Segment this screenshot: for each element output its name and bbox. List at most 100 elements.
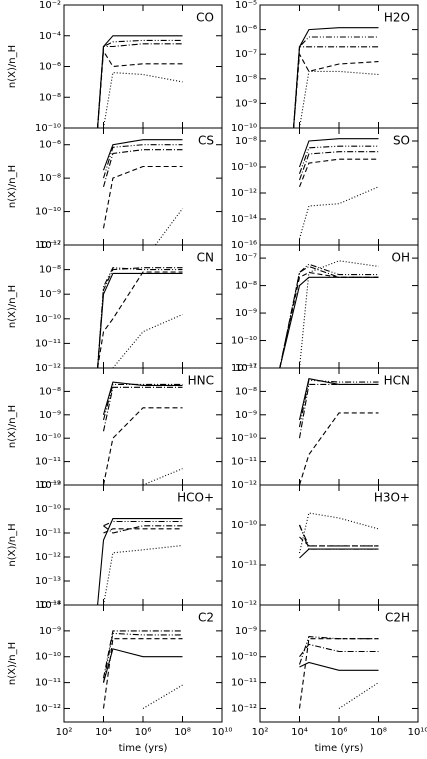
- series-line: [103, 520, 183, 527]
- y-tick-label: 10⁻⁹: [235, 626, 257, 637]
- y-tick-label: 10⁻¹⁰: [35, 123, 61, 134]
- y-tick-label: 10⁻⁸: [235, 136, 257, 147]
- panel-title: HCO+: [177, 491, 214, 505]
- y-tick-label: 10⁻¹²: [231, 703, 257, 714]
- series-line: [97, 49, 183, 128]
- y-tick-label: 10⁻⁹: [235, 410, 257, 421]
- series-line: [102, 638, 183, 709]
- y-axis-label: n(X)/n_H: [7, 523, 18, 566]
- series-line: [102, 407, 183, 485]
- series-line: [279, 271, 379, 368]
- y-tick-label: 10⁻¹⁴: [231, 214, 257, 225]
- series-line: [298, 524, 379, 550]
- series-line: [298, 70, 379, 128]
- x-tick-label: 10¹⁰: [212, 727, 233, 738]
- x-tick-label: 10⁸: [370, 727, 387, 738]
- y-tick-label: 10⁻⁹: [39, 289, 61, 300]
- y-tick-label: 10⁻⁹: [39, 480, 61, 491]
- series-line: [298, 512, 379, 554]
- panel-title: CO: [196, 11, 214, 25]
- series-line: [102, 632, 183, 683]
- x-tick-label: 10⁶: [135, 727, 152, 738]
- series-line: [102, 144, 183, 179]
- y-tick-label: 10⁻¹²: [231, 188, 257, 199]
- series-line: [97, 271, 183, 368]
- y-tick-label: 10⁻⁸: [235, 386, 257, 397]
- series-line: [293, 52, 379, 128]
- y-tick-label: 10⁻¹²: [231, 480, 257, 491]
- series-line: [102, 648, 183, 683]
- series-line: [102, 630, 183, 679]
- series-line: [298, 412, 379, 485]
- y-tick-label: 10⁻¹⁰: [231, 162, 257, 173]
- series-line: [279, 263, 379, 368]
- series-line: [279, 276, 379, 368]
- y-tick-label: 10⁻¹¹: [231, 457, 257, 468]
- y-tick-label: 10⁻¹⁰: [231, 336, 257, 347]
- series-line: [298, 145, 379, 174]
- y-tick-label: 10⁻⁹: [39, 410, 61, 421]
- series-line: [298, 138, 379, 168]
- series-line: [293, 46, 379, 128]
- y-tick-label: 10⁻¹¹: [231, 678, 257, 689]
- y-tick-label: 10⁻⁵: [235, 0, 257, 11]
- x-tick-label: 10²: [56, 727, 73, 738]
- y-tick-label: 10⁻¹¹: [231, 560, 257, 571]
- panel-title: H3O+: [374, 491, 410, 505]
- y-tick-label: 10⁻²: [39, 0, 61, 11]
- x-tick-label: 10⁸: [174, 727, 191, 738]
- series-line: [299, 643, 379, 658]
- y-tick-label: 10⁻⁸: [39, 173, 61, 184]
- y-axis-label: n(X)/n_H: [7, 45, 18, 88]
- series-line: [102, 165, 183, 229]
- x-tick-label: 10⁴: [95, 727, 112, 738]
- series-line: [102, 72, 183, 128]
- series-line: [338, 682, 379, 709]
- panel-title: OH: [392, 251, 410, 265]
- series-line: [298, 638, 379, 709]
- y-tick-label: 10⁻¹²: [231, 600, 257, 611]
- x-tick-label: 10¹⁰: [408, 727, 427, 738]
- y-tick-label: 10⁻⁷: [235, 253, 257, 264]
- x-tick-label: 10²: [252, 727, 269, 738]
- series-line: [299, 536, 379, 547]
- series-line: [102, 149, 183, 188]
- y-tick-label: 10⁻⁶: [39, 62, 61, 73]
- y-tick-label: 10⁻¹²: [35, 363, 61, 374]
- x-axis-label: time (yrs): [119, 743, 168, 754]
- panel-title: HNC: [188, 374, 214, 388]
- series-line: [298, 524, 379, 547]
- series-line: [142, 684, 183, 709]
- y-tick-label: 10⁻⁸: [39, 92, 61, 103]
- series-line: [298, 151, 379, 181]
- x-axis-label: time (yrs): [315, 743, 364, 754]
- y-tick-label: 10⁻⁷: [39, 240, 61, 251]
- series-line: [103, 525, 183, 534]
- y-tick-label: 10⁻¹⁰: [231, 520, 257, 531]
- panel-title: H2O: [384, 11, 410, 25]
- series-line: [293, 36, 379, 128]
- y-axis-label: n(X)/n_H: [7, 642, 18, 685]
- panel-title: CN: [197, 251, 214, 265]
- series-line: [299, 548, 379, 559]
- series-line: [97, 272, 183, 368]
- y-tick-label: 10⁻¹²: [35, 480, 61, 491]
- y-axis-label: n(X)/n_H: [7, 165, 18, 208]
- y-tick-label: 10⁻¹⁰: [35, 207, 61, 218]
- y-tick-label: 10⁻⁴: [39, 31, 61, 42]
- y-tick-label: 10⁻¹⁰: [35, 314, 61, 325]
- y-tick-label: 10⁻⁹: [235, 308, 257, 319]
- y-tick-label: 10⁻⁸: [39, 386, 61, 397]
- series-line: [298, 383, 379, 439]
- y-tick-label: 10⁻¹⁶: [231, 240, 257, 251]
- y-tick-label: 10⁻¹⁰: [35, 433, 61, 444]
- series-line: [298, 379, 379, 428]
- series-line: [112, 313, 183, 368]
- series-line: [97, 518, 183, 605]
- series-line: [293, 27, 379, 128]
- series-line: [102, 386, 183, 432]
- y-axis-label: n(X)/n_H: [7, 285, 18, 328]
- y-tick-label: 10⁻¹²: [35, 703, 61, 714]
- panel-title: C2H: [385, 611, 410, 625]
